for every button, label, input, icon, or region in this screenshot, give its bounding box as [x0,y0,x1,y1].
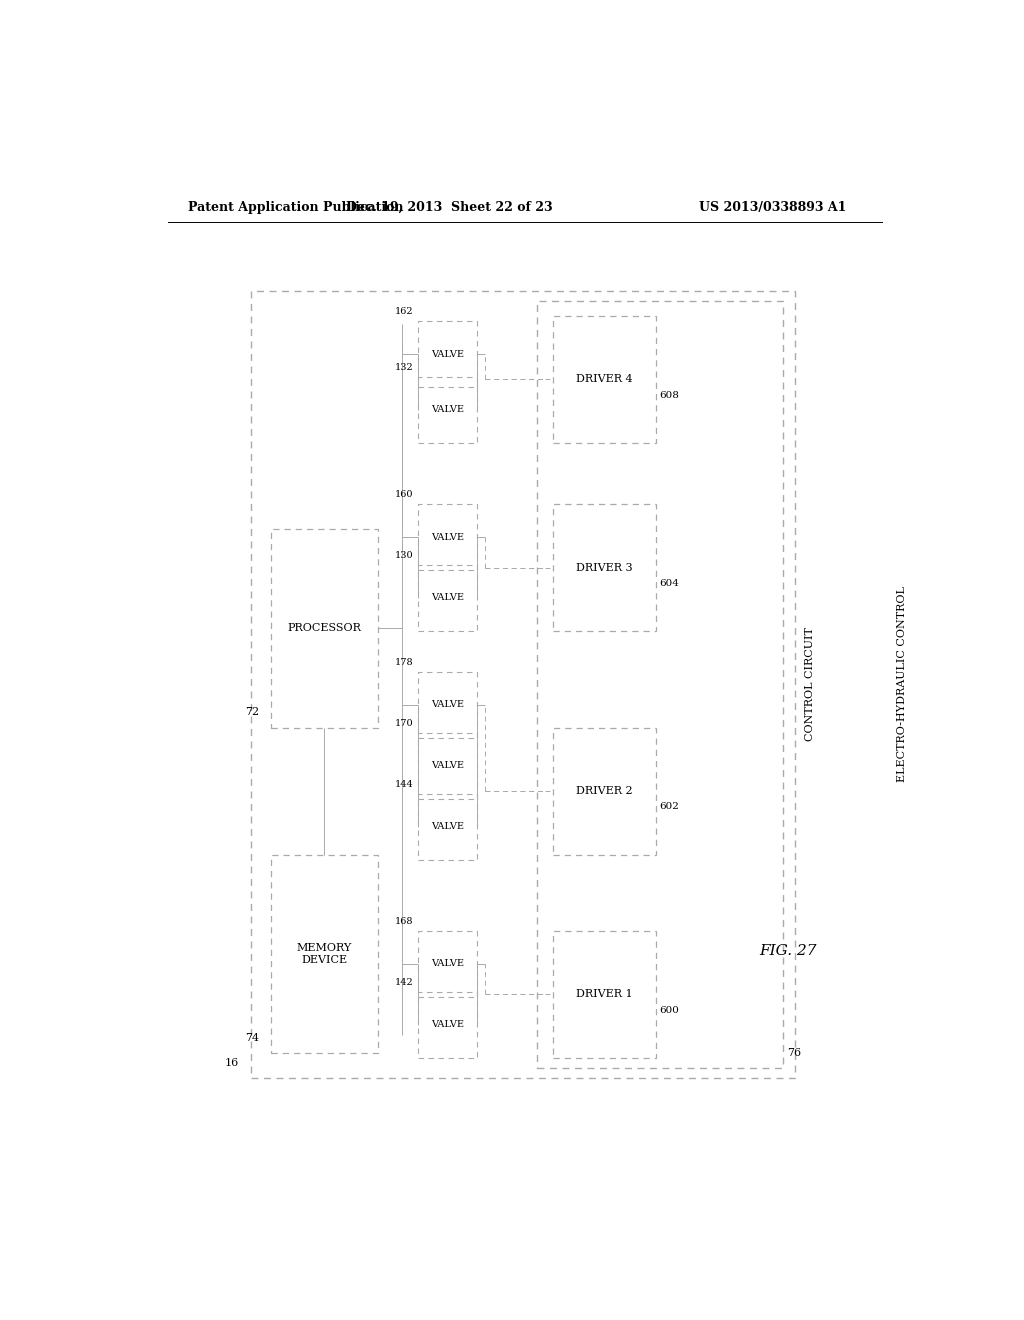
Text: 178: 178 [395,657,414,667]
Text: PROCESSOR: PROCESSOR [288,623,361,634]
Text: 144: 144 [395,780,414,788]
Text: 132: 132 [395,363,414,372]
Text: VALVE: VALVE [431,350,464,359]
Bar [553,931,655,1057]
Text: VALVE: VALVE [431,1020,464,1030]
Bar [418,672,477,738]
Text: Patent Application Publication: Patent Application Publication [187,201,403,214]
Text: VALVE: VALVE [431,594,464,602]
Text: DRIVER 2: DRIVER 2 [575,787,633,796]
Text: 170: 170 [395,718,414,727]
Text: VALVE: VALVE [431,960,464,969]
Bar [418,565,477,631]
Text: VALVE: VALVE [431,532,464,541]
Bar [418,991,477,1057]
Text: 602: 602 [659,803,680,812]
Bar [418,793,477,859]
Text: VALVE: VALVE [431,762,464,770]
Bar [537,301,782,1068]
Text: 74: 74 [245,1032,259,1043]
Text: VALVE: VALVE [431,700,464,709]
Text: 600: 600 [659,1006,680,1015]
Text: 168: 168 [395,917,414,925]
Bar [418,321,477,387]
Bar [418,733,477,799]
Bar [553,315,655,444]
Bar [270,854,378,1053]
Bar [418,378,477,444]
Text: ELECTRO-HYDRAULIC CONTROL: ELECTRO-HYDRAULIC CONTROL [897,586,907,783]
Text: 604: 604 [659,579,680,587]
Text: 608: 608 [659,391,680,400]
Text: DRIVER 4: DRIVER 4 [575,375,633,384]
Text: 72: 72 [245,708,259,718]
Bar [270,529,378,727]
Text: 16: 16 [225,1059,240,1068]
Text: FIG. 27: FIG. 27 [759,944,816,958]
Text: CONTROL CIRCUIT: CONTROL CIRCUIT [806,627,815,742]
Text: VALVE: VALVE [431,822,464,832]
Text: 76: 76 [786,1048,801,1057]
Bar [553,504,655,631]
Text: 160: 160 [395,490,414,499]
Text: 130: 130 [395,550,414,560]
Bar [553,727,655,854]
Text: DRIVER 1: DRIVER 1 [575,990,633,999]
Bar [251,290,795,1078]
Text: 162: 162 [395,308,414,315]
Text: 142: 142 [395,978,414,987]
Text: DRIVER 3: DRIVER 3 [575,562,633,573]
Text: US 2013/0338893 A1: US 2013/0338893 A1 [699,201,847,214]
Text: VALVE: VALVE [431,405,464,414]
Text: Dec. 19, 2013  Sheet 22 of 23: Dec. 19, 2013 Sheet 22 of 23 [346,201,553,214]
Bar [418,931,477,997]
Text: MEMORY
DEVICE: MEMORY DEVICE [297,942,352,965]
Bar [418,504,477,570]
